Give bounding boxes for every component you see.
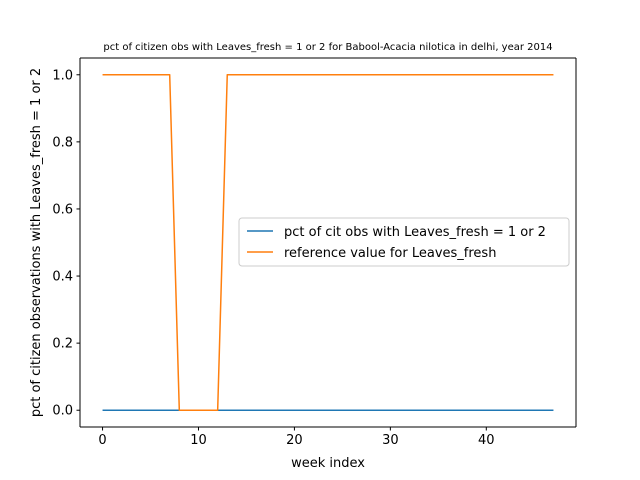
legend-box	[238, 217, 570, 267]
x-axis-label: week index	[291, 456, 365, 471]
x-tick-label: 20	[286, 433, 303, 448]
series-layer	[102, 74, 554, 411]
series-line-1	[102, 74, 554, 411]
x-tick-label: 30	[382, 433, 399, 448]
chart-title: pct of citizen obs with Leaves_fresh = 1…	[103, 42, 552, 53]
x-tick-label: 40	[478, 433, 495, 448]
y-tick-label: 0.6	[52, 202, 73, 217]
legend: pct of cit obs with Leaves_fresh = 1 or …	[238, 217, 570, 267]
axes-frame	[79, 57, 577, 428]
y-tick-label: 0.2	[52, 337, 73, 352]
legend-label-reference-value: reference value for Leaves_fresh	[284, 246, 496, 261]
x-tick-label: 0	[98, 433, 106, 448]
y-axis-ticks: 0.0 0.2 0.4 0.6 0.8 1.0	[52, 68, 80, 419]
y-tick-label: 0.8	[52, 135, 73, 150]
y-tick-label: 0.0	[52, 404, 73, 419]
y-axis-label: pct of citizen observations with Leaves_…	[29, 68, 44, 417]
y-tick-label: 0.4	[52, 270, 73, 285]
y-tick-label: 1.0	[52, 68, 73, 83]
legend-label-pct-cit-obs: pct of cit obs with Leaves_fresh = 1 or …	[284, 225, 546, 240]
x-axis-ticks: 0 10 20 30 40	[98, 427, 495, 448]
x-tick-label: 10	[190, 433, 207, 448]
